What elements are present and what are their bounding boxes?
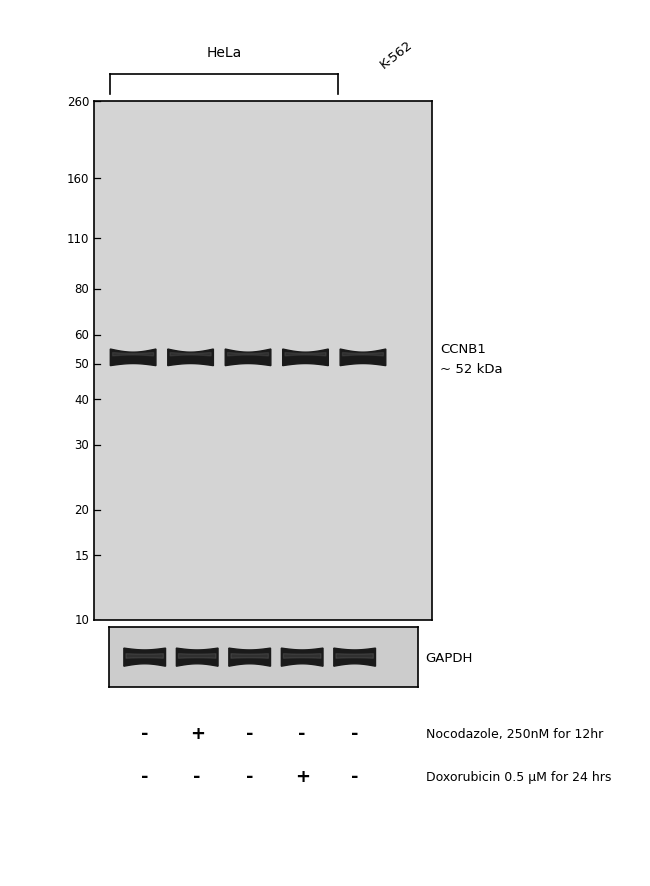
Text: -: - bbox=[298, 725, 306, 742]
Polygon shape bbox=[229, 649, 270, 666]
Polygon shape bbox=[336, 654, 373, 658]
Polygon shape bbox=[281, 649, 323, 666]
Text: HeLa: HeLa bbox=[207, 46, 242, 60]
Text: +: + bbox=[190, 725, 205, 742]
Text: GAPDH: GAPDH bbox=[426, 651, 473, 664]
Polygon shape bbox=[340, 350, 386, 366]
Text: 20: 20 bbox=[74, 503, 89, 517]
Text: ~ 52 kDa: ~ 52 kDa bbox=[440, 363, 502, 376]
Text: +: + bbox=[294, 767, 309, 785]
Polygon shape bbox=[179, 654, 216, 658]
Text: Nocodazole, 250nM for 12hr: Nocodazole, 250nM for 12hr bbox=[426, 727, 603, 740]
Polygon shape bbox=[126, 654, 163, 658]
Polygon shape bbox=[231, 654, 268, 658]
Text: -: - bbox=[351, 725, 358, 742]
Text: Doxorubicin 0.5 μM for 24 hrs: Doxorubicin 0.5 μM for 24 hrs bbox=[426, 770, 611, 782]
Polygon shape bbox=[124, 649, 166, 666]
Polygon shape bbox=[176, 649, 218, 666]
Text: 40: 40 bbox=[74, 393, 89, 406]
Text: -: - bbox=[141, 725, 148, 742]
Text: 110: 110 bbox=[67, 232, 89, 245]
Text: -: - bbox=[194, 767, 201, 785]
Text: 60: 60 bbox=[74, 329, 89, 342]
Text: 160: 160 bbox=[67, 173, 89, 186]
Text: 260: 260 bbox=[67, 96, 89, 108]
Polygon shape bbox=[225, 350, 271, 366]
Polygon shape bbox=[283, 654, 321, 658]
Polygon shape bbox=[170, 354, 211, 356]
Polygon shape bbox=[343, 354, 384, 356]
Text: K-562: K-562 bbox=[378, 39, 415, 72]
Polygon shape bbox=[112, 354, 153, 356]
Text: 15: 15 bbox=[74, 549, 89, 563]
Polygon shape bbox=[283, 350, 328, 366]
Polygon shape bbox=[111, 350, 156, 366]
Polygon shape bbox=[285, 354, 326, 356]
Polygon shape bbox=[227, 354, 268, 356]
Text: -: - bbox=[246, 725, 254, 742]
Polygon shape bbox=[334, 649, 376, 666]
Text: 50: 50 bbox=[74, 358, 89, 370]
Text: -: - bbox=[351, 767, 358, 785]
Text: 80: 80 bbox=[74, 283, 89, 296]
Text: -: - bbox=[246, 767, 254, 785]
Polygon shape bbox=[168, 350, 213, 366]
Text: 10: 10 bbox=[74, 614, 89, 626]
Text: -: - bbox=[141, 767, 148, 785]
Text: CCNB1: CCNB1 bbox=[440, 343, 486, 355]
Text: 30: 30 bbox=[74, 439, 89, 452]
